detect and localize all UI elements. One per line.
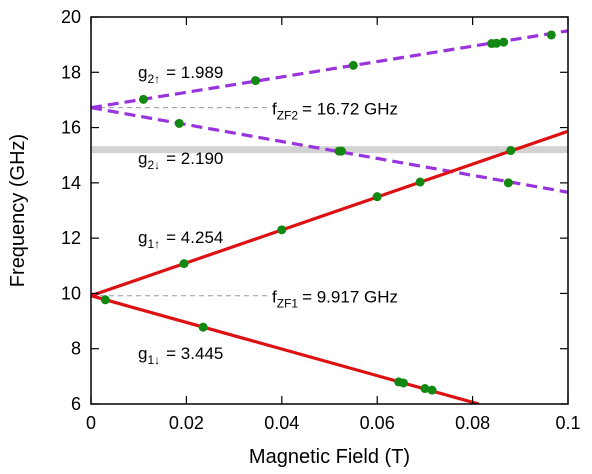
zero-field-label: fZF2 = 16.72 GHz [272,100,398,123]
zero-field-guides [91,107,270,297]
data-point [503,178,513,188]
g-factor-label: g1↑ = 4.254 [138,228,223,251]
x-tick-label: 0 [86,413,96,433]
data-point [427,385,437,395]
data-point [398,378,408,388]
data-point [506,146,516,156]
data-point [546,30,556,40]
y-tick-label: 16 [61,118,81,138]
tick-labels: 0 0.02 0.04 0.06 0.08 0.1 6 8 10 12 14 16 18 20 [61,7,581,433]
y-tick-label: 6 [71,394,81,414]
data-point [100,295,110,305]
x-tick-label: 0.06 [360,413,395,433]
y-tick-label: 14 [61,173,81,193]
g-factor-label: g2↑ = 1.989 [138,63,223,86]
fit-line [91,129,568,298]
data-point [372,192,382,202]
annotations: fZF2 = 16.72 GHz fZF1 = 9.917 GHz g2↑ = 1.989… [138,63,398,367]
data-point [174,118,184,128]
y-tick-label: 8 [71,339,81,359]
data-point [277,225,287,235]
g-factor-label: g1↓ = 3.445 [138,344,223,367]
plot-frame [90,16,569,405]
x-tick-label: 0.08 [455,413,490,433]
fit-lines [91,29,568,404]
y-tick-label: 20 [61,7,81,27]
fit-line [91,294,480,404]
g-factor-label: g2↓ = 2.190 [138,149,223,172]
zero-field-label: fZF1 = 9.917 GHz [272,288,398,311]
y-tick-label: 10 [61,283,81,303]
data-points [100,30,556,395]
data-point [138,94,148,104]
data-point [348,60,358,70]
fit-line [91,106,568,194]
data-point [415,177,425,187]
data-point [179,259,189,269]
data-point [251,76,261,86]
y-axis-title: Frequency (GHz) [7,134,29,287]
x-axis-title: Magnetic Field (T) [249,446,410,468]
data-point [499,37,509,47]
y-tick-label: 18 [61,62,81,82]
x-tick-label: 0.1 [555,413,580,433]
y-tick-label: 12 [61,228,81,248]
x-tick-label: 0.02 [169,413,204,433]
data-point [198,322,208,332]
axis-ticks [90,16,569,405]
data-point [491,38,501,48]
data-point [420,384,430,394]
data-point [336,146,346,156]
fit-line [91,29,568,110]
x-tick-label: 0.04 [264,413,299,433]
